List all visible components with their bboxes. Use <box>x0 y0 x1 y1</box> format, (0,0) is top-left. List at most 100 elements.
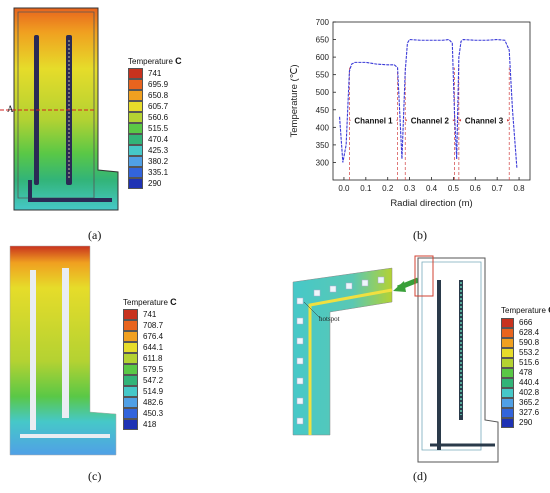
x-tick-label: 0.5 <box>448 184 460 193</box>
x-tick-label: 0.3 <box>404 184 416 193</box>
legend-a-value: 380.2 <box>148 156 169 166</box>
legend-a-swatch <box>128 68 143 79</box>
y-tick-label: 450 <box>316 106 330 115</box>
legend-a-row: 695.9 <box>128 79 168 90</box>
legend-a-swatch <box>128 123 143 134</box>
legend-d-title: Temperature C <box>501 305 550 315</box>
legend-c-swatch <box>123 320 138 331</box>
panel-d-diagram <box>292 255 499 463</box>
legend-a-swatch <box>128 178 143 189</box>
legend-a-swatch <box>128 145 143 156</box>
legend-a-row: 335.1 <box>128 167 168 178</box>
panel-a-contour <box>0 7 119 211</box>
legend-c-title: Temperature C <box>123 297 177 307</box>
legend-a-value: 741 <box>148 68 162 78</box>
legend-c-row: 450.3 <box>123 408 163 419</box>
y-tick-label: 650 <box>316 36 330 45</box>
legend-c-value: 450.3 <box>143 408 164 418</box>
plot-frame <box>332 21 531 181</box>
x-tick-label: 0.4 <box>426 184 438 193</box>
section-marker: A <box>7 104 14 114</box>
legend-d-swatch <box>501 408 514 418</box>
y-tick-label: 500 <box>316 88 330 97</box>
legend-a-value: 335.1 <box>148 167 169 177</box>
legend-d-swatch <box>501 368 514 378</box>
legend-d-row: 327.6 <box>501 408 539 418</box>
legend-a-row: 290 <box>128 178 168 189</box>
panel-d-label: (d) <box>413 469 427 483</box>
legend-d-value: 553.2 <box>519 348 540 357</box>
legend-c-row: 644.1 <box>123 342 163 353</box>
x-tick-label: 0.1 <box>360 184 372 193</box>
legend-c-unit: C <box>170 297 177 307</box>
legend-c-value: 708.7 <box>143 320 164 330</box>
legend-c-swatch <box>123 386 138 397</box>
legend-d-swatch <box>501 418 514 428</box>
legend-c-row: 547.2 <box>123 375 163 386</box>
legend-d-value: 402.8 <box>519 388 540 397</box>
legend-c-row: 611.8 <box>123 353 163 364</box>
legend-c: 741 708.7 676.4 644.1 611.8 579.5 547.2 514.9 48… <box>123 309 163 430</box>
legend-a-swatch <box>128 79 143 90</box>
legend-a-value: 425.3 <box>148 145 169 155</box>
legend-c-row: 741 <box>123 309 163 320</box>
legend-a-row: 605.7 <box>128 101 168 112</box>
legend-a-value: 560.6 <box>148 112 169 122</box>
x-tick-label: 0.8 <box>513 184 525 193</box>
legend-d-swatch <box>501 388 514 398</box>
legend-d-value: 666 <box>519 318 533 327</box>
legend-d-swatch <box>501 358 514 368</box>
legend-a-value: 290 <box>148 178 162 188</box>
legend-d-row: 440.4 <box>501 378 539 388</box>
y-axis-label: Temperature (℃) <box>289 65 300 138</box>
hotspot-annotation: hotspot <box>319 315 340 323</box>
legend-d-row: 553.2 <box>501 348 539 358</box>
legend-c-value: 644.1 <box>143 342 164 352</box>
legend-a-swatch <box>128 90 143 101</box>
channel-label: Channel 3 <box>465 116 504 125</box>
legend-d-row: 402.8 <box>501 388 539 398</box>
legend-d-swatch <box>501 328 514 338</box>
legend-d-unit: C <box>548 305 550 315</box>
legend-c-row: 579.5 <box>123 364 163 375</box>
legend-c-value: 547.2 <box>143 375 164 385</box>
legend-c-value: 611.8 <box>143 353 163 363</box>
panel-c-contour <box>9 245 117 456</box>
legend-d-value: 628.4 <box>519 328 540 337</box>
legend-c-value: 741 <box>143 309 157 319</box>
legend-a-row: 650.8 <box>128 90 168 101</box>
series-line <box>339 38 518 168</box>
legend-d-swatch <box>501 398 514 408</box>
legend-a-value: 695.9 <box>148 79 169 89</box>
zoomed-section <box>292 267 393 436</box>
legend-c-row: 482.6 <box>123 397 163 408</box>
x-tick-label: 0.6 <box>470 184 482 193</box>
legend-c-row: 514.9 <box>123 386 163 397</box>
legend-a-row: 380.2 <box>128 156 168 167</box>
legend-a: 741 695.9 650.8 605.7 560.6 515.5 470.4 425.3 38… <box>128 68 168 189</box>
legend-a-title: Temperature C <box>128 56 182 66</box>
channel-label-bg <box>406 113 453 126</box>
legend-d-title-text: Temperature <box>501 306 546 315</box>
legend-a-unit: C <box>175 56 182 66</box>
legend-c-swatch <box>123 397 138 408</box>
legend-a-swatch <box>128 112 143 123</box>
panel-a-label: (a) <box>88 228 102 242</box>
x-axis-label: Radial direction (m) <box>390 198 472 209</box>
y-tick-label: 350 <box>316 141 330 150</box>
panel-b-label: (b) <box>413 228 427 242</box>
legend-a-value: 470.4 <box>148 134 169 144</box>
panel-b-chart: 0.0 0.1 0.2 0.3 0.4 0.5 0.6 0.7 0.8 300 350 400 450 5… <box>289 18 531 209</box>
legend-a-row: 741 <box>128 68 168 79</box>
legend-c-value: 418 <box>143 419 157 429</box>
y-tick-label: 600 <box>316 53 330 62</box>
legend-c-row: 418 <box>123 419 163 430</box>
legend-a-row: 560.6 <box>128 112 168 123</box>
legend-c-swatch <box>123 331 138 342</box>
legend-a-row: 515.5 <box>128 123 168 134</box>
channel-label: Channel 2 <box>411 116 450 125</box>
legend-c-swatch <box>123 309 138 320</box>
legend-c-value: 482.6 <box>143 397 164 407</box>
legend-a-row: 470.4 <box>128 134 168 145</box>
full-part-outline <box>414 255 499 463</box>
